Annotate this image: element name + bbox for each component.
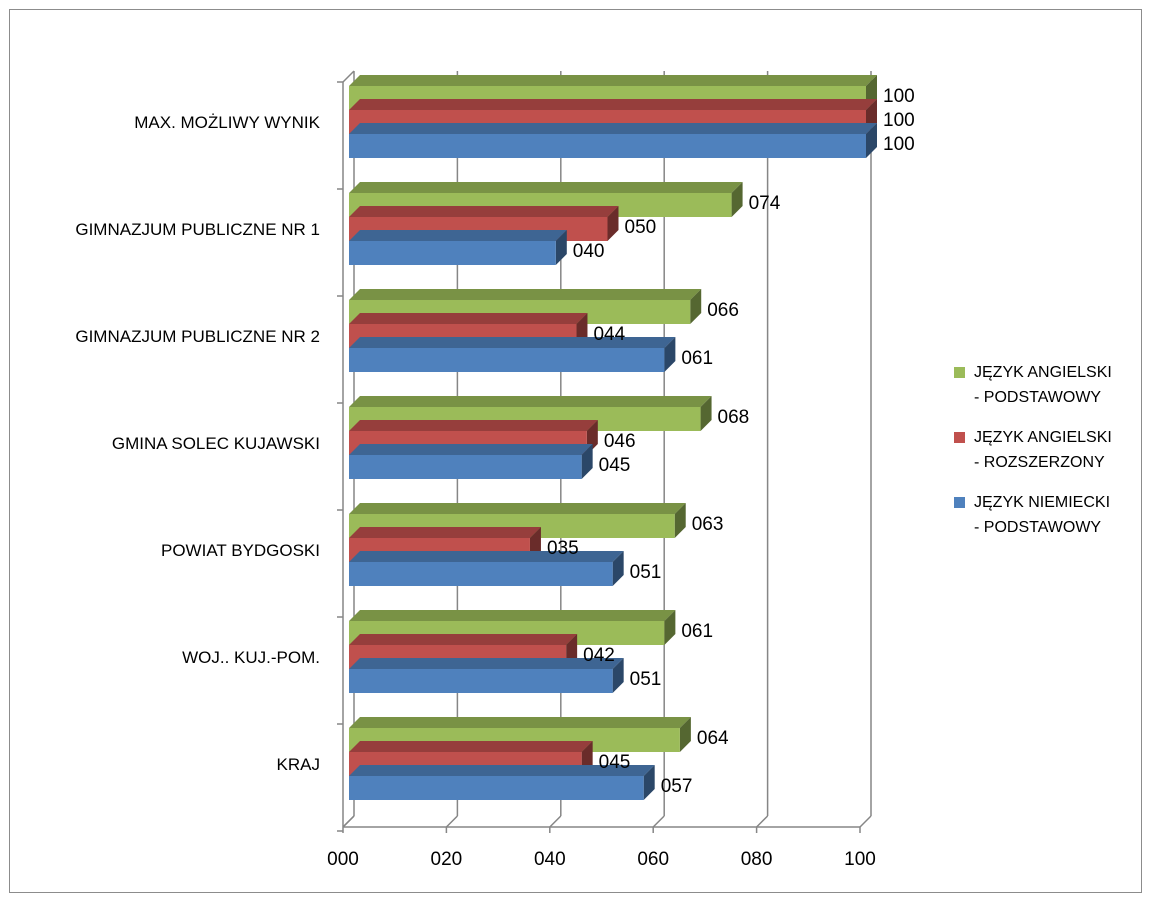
x-gridline-floor bbox=[859, 815, 872, 828]
bar-end-face bbox=[731, 182, 743, 217]
bar-top-face bbox=[349, 717, 691, 728]
bar-top-face bbox=[349, 182, 743, 193]
data-label: 057 bbox=[661, 776, 693, 797]
bar-end-face bbox=[690, 289, 702, 324]
data-label: 050 bbox=[625, 217, 657, 238]
x-tick-label: 080 bbox=[741, 849, 773, 870]
data-label: 040 bbox=[573, 241, 605, 262]
x-tick-label: 060 bbox=[637, 849, 669, 870]
data-label: 064 bbox=[697, 728, 729, 749]
bar-top-face bbox=[349, 230, 567, 241]
data-label: 100 bbox=[883, 134, 915, 155]
bar-top-face bbox=[349, 741, 593, 752]
bar bbox=[349, 562, 613, 586]
x-tick-label: 040 bbox=[534, 849, 566, 870]
bar-top-face bbox=[349, 337, 676, 348]
bar-end-face bbox=[664, 337, 676, 372]
bar-top-face bbox=[349, 123, 877, 134]
bar bbox=[349, 348, 665, 372]
chart-labels: 000 020 040 060 080 100 MAX. MOŻLIWY WYNIK GIMN… bbox=[75, 86, 914, 870]
legend-label-series-2: JĘZYK ANGIELSKI - ROZSZERZONY bbox=[974, 429, 1112, 471]
bar-top-face bbox=[349, 313, 588, 324]
data-label: 074 bbox=[749, 193, 781, 214]
data-label: 063 bbox=[692, 514, 724, 535]
bar-top-face bbox=[349, 610, 676, 621]
bar bbox=[349, 669, 613, 693]
bar bbox=[349, 134, 866, 158]
bar-end-face bbox=[664, 610, 676, 645]
category-label: KRAJ bbox=[277, 755, 320, 774]
legend-swatch-series-3 bbox=[954, 497, 965, 508]
bar-end-face bbox=[643, 765, 655, 800]
wall-top-corner-line bbox=[342, 70, 355, 83]
bar-top-face bbox=[349, 551, 624, 562]
bar-top-face bbox=[349, 396, 712, 407]
chart-bars bbox=[349, 75, 877, 800]
legend-swatch-series-1 bbox=[954, 367, 965, 378]
x-tick-label: 100 bbox=[844, 849, 876, 870]
bar-end-face bbox=[700, 396, 712, 431]
bar-top-face bbox=[349, 206, 619, 217]
bar-end-face bbox=[866, 123, 877, 158]
x-gridline-floor bbox=[652, 815, 665, 828]
legend-item-series-3: JĘZYK NIEMIECKI - PODSTAWOWY bbox=[954, 490, 1134, 540]
category-label: POWIAT BYDGOSKI bbox=[161, 541, 320, 560]
category-label: WOJ.. KUJ.-POM. bbox=[182, 648, 320, 667]
data-label: 051 bbox=[630, 669, 662, 690]
legend-label-series-3: JĘZYK NIEMIECKI - PODSTAWOWY bbox=[974, 494, 1111, 536]
data-label: 045 bbox=[599, 455, 631, 476]
bar bbox=[349, 776, 644, 800]
bar-end-face bbox=[674, 503, 686, 538]
bar-top-face bbox=[349, 658, 624, 669]
bar-top-face bbox=[349, 420, 598, 431]
x-tick-label: 020 bbox=[431, 849, 463, 870]
legend-label-series-1: JĘZYK ANGIELSKI - PODSTAWOWY bbox=[974, 364, 1112, 406]
category-label: MAX. MOŻLIWY WYNIK bbox=[134, 113, 320, 132]
bar-top-face bbox=[349, 765, 655, 776]
data-label: 042 bbox=[583, 645, 615, 666]
bar bbox=[349, 241, 556, 265]
legend-swatch-series-2 bbox=[954, 432, 965, 443]
category-label: GIMNAZJUM PUBLICZNE NR 2 bbox=[75, 327, 320, 346]
data-label: 045 bbox=[599, 752, 631, 773]
bar-end-face bbox=[679, 717, 691, 752]
bar-top-face bbox=[349, 289, 702, 300]
bar-top-face bbox=[349, 75, 877, 86]
bar-end-face bbox=[607, 206, 619, 241]
bar-top-face bbox=[349, 99, 877, 110]
data-label: 044 bbox=[593, 324, 625, 345]
x-tick-label: 000 bbox=[327, 849, 359, 870]
data-label: 100 bbox=[883, 110, 915, 131]
category-label: GMINA SOLEC KUJAWSKI bbox=[112, 434, 320, 453]
bar-end-face bbox=[612, 658, 624, 693]
data-label: 061 bbox=[681, 348, 713, 369]
data-label: 068 bbox=[718, 407, 750, 428]
x-gridline-floor bbox=[445, 815, 458, 828]
chart-legend: JĘZYK ANGIELSKI - PODSTAWOWY JĘZYK ANGIE… bbox=[954, 360, 1134, 555]
data-label: 100 bbox=[883, 86, 915, 107]
data-label: 061 bbox=[681, 621, 713, 642]
legend-item-series-2: JĘZYK ANGIELSKI - ROZSZERZONY bbox=[954, 425, 1134, 475]
bar-end-face bbox=[581, 444, 593, 479]
x-gridline-floor bbox=[549, 815, 562, 828]
bar-end-face bbox=[612, 551, 624, 586]
bar-top-face bbox=[349, 444, 593, 455]
legend-item-series-1: JĘZYK ANGIELSKI - PODSTAWOWY bbox=[954, 360, 1134, 410]
data-label: 051 bbox=[630, 562, 662, 583]
bar-top-face bbox=[349, 527, 541, 538]
data-label: 046 bbox=[604, 431, 636, 452]
category-label: GIMNAZJUM PUBLICZNE NR 1 bbox=[75, 220, 320, 239]
x-gridline-floor bbox=[756, 815, 769, 828]
bar-end-face bbox=[555, 230, 567, 265]
bar-top-face bbox=[349, 634, 578, 645]
bar bbox=[349, 455, 582, 479]
data-label: 066 bbox=[707, 300, 739, 321]
x-gridline-floor bbox=[342, 815, 355, 828]
bar-top-face bbox=[349, 503, 686, 514]
data-label: 035 bbox=[547, 538, 579, 559]
chart-walls bbox=[337, 70, 860, 832]
